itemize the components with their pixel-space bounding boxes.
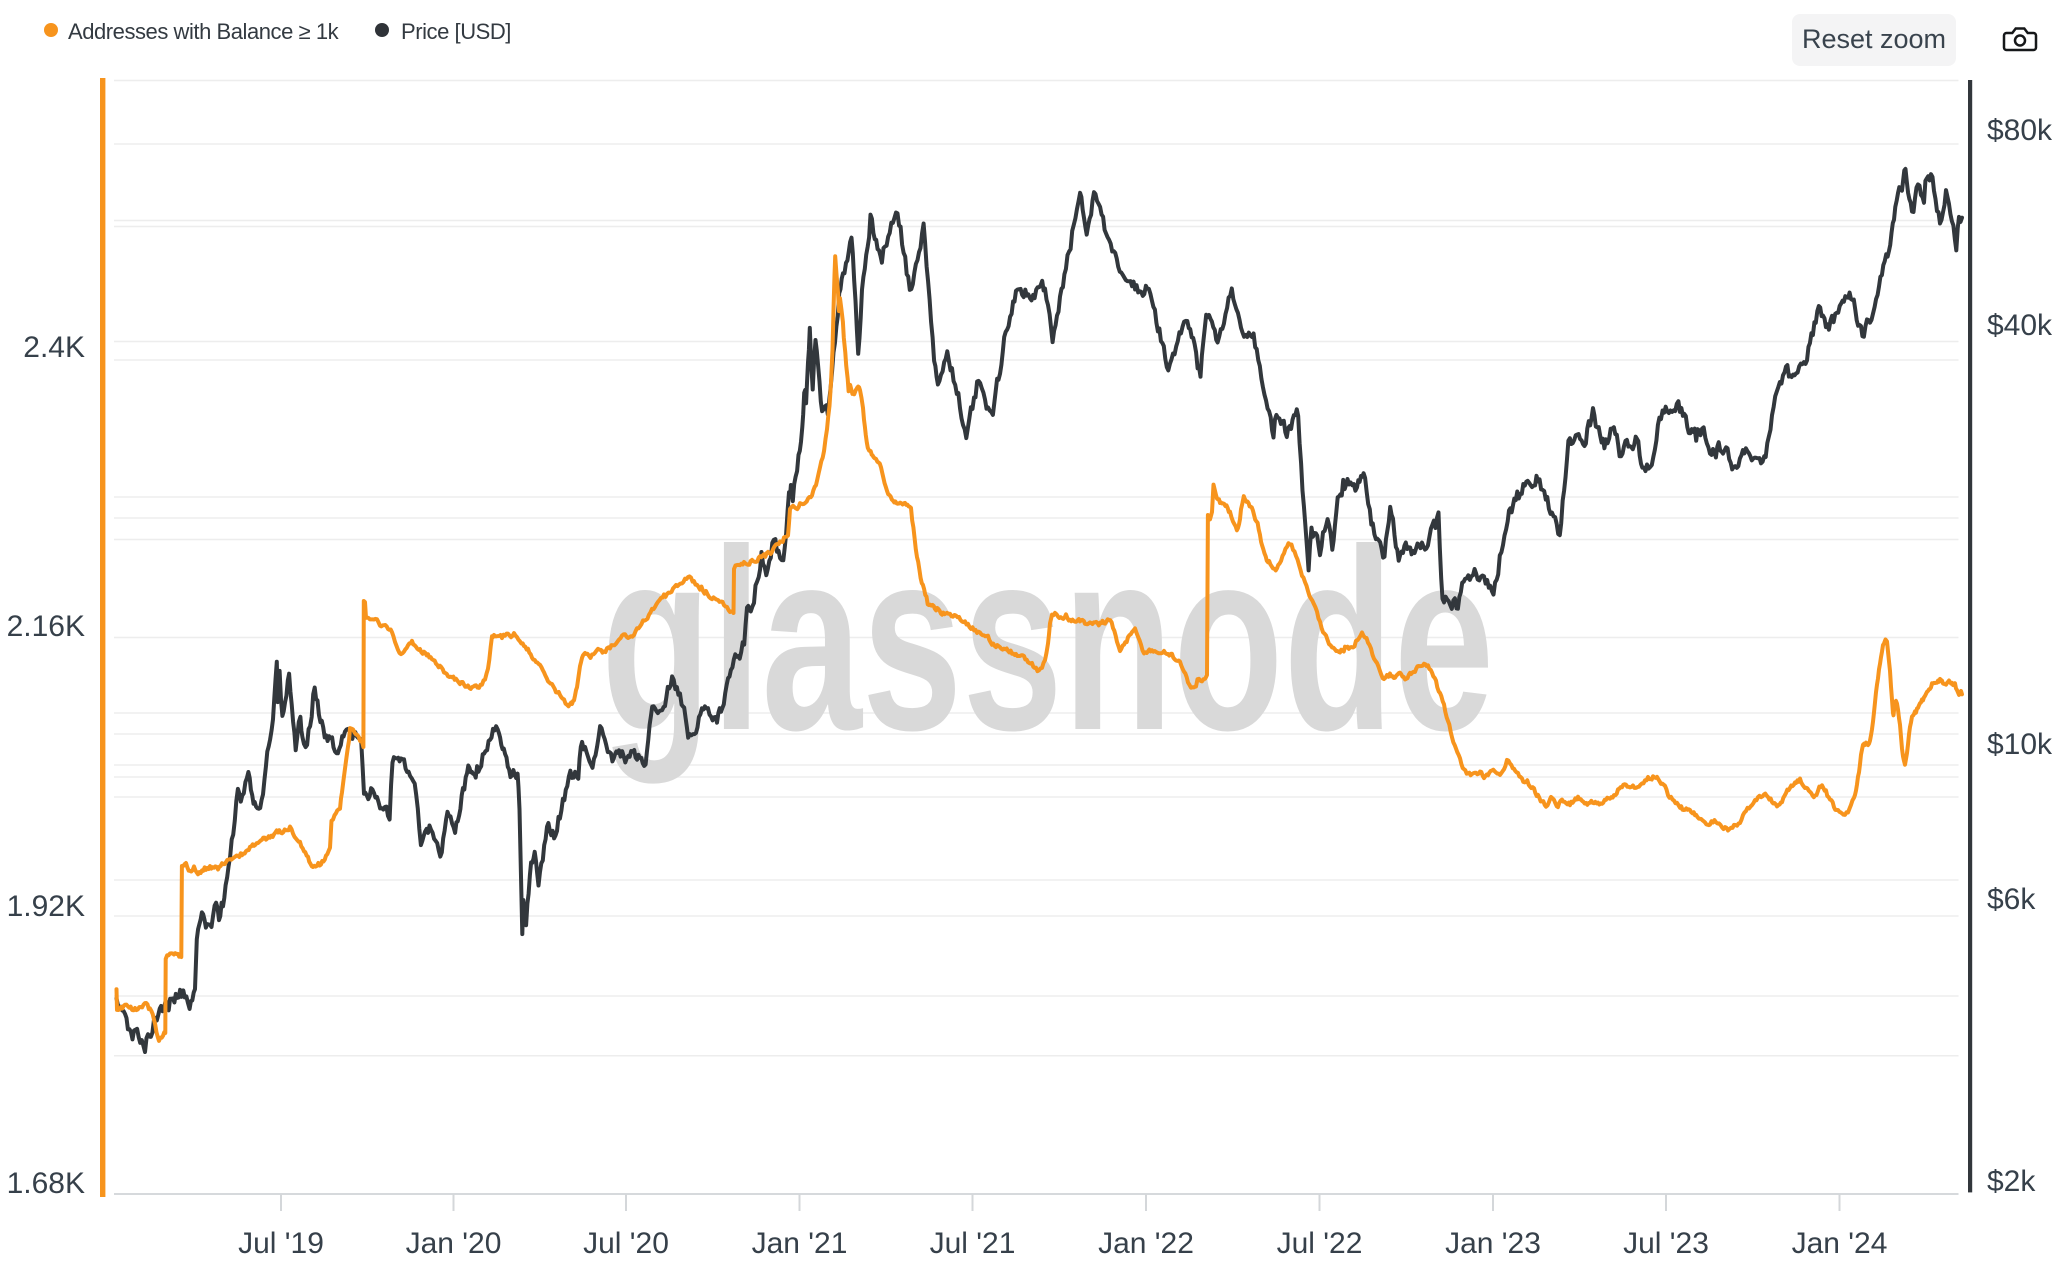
svg-text:Reset zoom: Reset zoom bbox=[1802, 24, 1946, 54]
svg-text:Jul '20: Jul '20 bbox=[583, 1227, 669, 1260]
svg-text:$10k: $10k bbox=[1987, 728, 2053, 761]
svg-text:Addresses with Balance ≥ 1k: Addresses with Balance ≥ 1k bbox=[68, 19, 340, 44]
svg-text:1.92K: 1.92K bbox=[7, 890, 85, 923]
svg-text:1.68K: 1.68K bbox=[7, 1167, 85, 1200]
svg-text:Price [USD]: Price [USD] bbox=[401, 19, 511, 44]
svg-text:$6k: $6k bbox=[1987, 883, 2036, 916]
svg-text:Jul '19: Jul '19 bbox=[238, 1227, 324, 1260]
svg-text:Jan '20: Jan '20 bbox=[406, 1227, 502, 1260]
svg-text:Jul '23: Jul '23 bbox=[1623, 1227, 1709, 1260]
svg-text:2.4K: 2.4K bbox=[23, 331, 85, 364]
svg-text:Jul '22: Jul '22 bbox=[1277, 1227, 1363, 1260]
svg-text:Jan '22: Jan '22 bbox=[1098, 1227, 1194, 1260]
svg-text:2.16K: 2.16K bbox=[7, 610, 85, 643]
svg-text:Jul '21: Jul '21 bbox=[930, 1227, 1016, 1260]
svg-text:Jan '21: Jan '21 bbox=[752, 1227, 848, 1260]
svg-text:Jan '24: Jan '24 bbox=[1792, 1227, 1888, 1260]
svg-text:$2k: $2k bbox=[1987, 1165, 2036, 1198]
svg-text:$40k: $40k bbox=[1987, 309, 2053, 342]
svg-text:Jan '23: Jan '23 bbox=[1445, 1227, 1541, 1260]
svg-text:$80k: $80k bbox=[1987, 114, 2053, 147]
